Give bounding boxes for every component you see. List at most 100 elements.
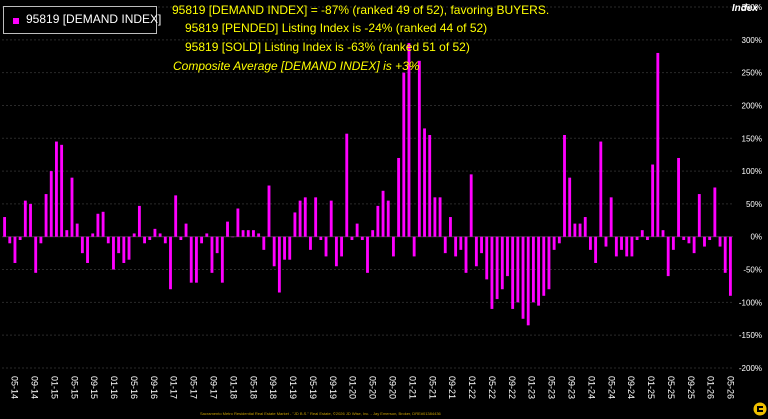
x-tick-label: 09-14 <box>30 376 40 399</box>
bar <box>334 236 338 267</box>
bar <box>620 236 623 250</box>
x-tick-label: 01-22 <box>467 376 477 399</box>
bar <box>112 236 115 270</box>
bar <box>713 187 717 237</box>
bar <box>687 236 691 244</box>
bar <box>438 197 442 237</box>
bar <box>13 236 17 263</box>
x-tick-label: 01-24 <box>586 376 596 399</box>
y-tick-label: 50% <box>746 200 762 209</box>
x-tick-label: 05-19 <box>308 376 318 399</box>
bar <box>205 233 209 237</box>
x-tick-label: 05-15 <box>69 376 79 399</box>
x-tick-label: 09-21 <box>447 376 457 399</box>
bar <box>480 236 483 254</box>
bar <box>511 236 515 309</box>
bar <box>412 236 416 257</box>
x-tick-label: 09-18 <box>268 376 278 399</box>
bar <box>495 236 499 300</box>
y-tick-label: 150% <box>742 134 762 143</box>
bar <box>640 230 644 237</box>
bar <box>215 236 219 254</box>
x-tick-label: 01-20 <box>348 376 358 399</box>
legend-label: 95819 [DEMAND INDEX] <box>26 12 162 26</box>
bar <box>163 236 167 244</box>
annotation-sold-index: 95819 [SOLD] Listing Index is -63% (rank… <box>185 40 470 54</box>
bar <box>366 236 369 273</box>
x-tick-label: 09-19 <box>328 376 338 399</box>
annotation-demand-index: 95819 [DEMAND INDEX] = -87% (ranked 49 o… <box>172 3 550 17</box>
bar <box>469 174 473 237</box>
bar <box>454 236 458 257</box>
bar <box>630 236 634 257</box>
x-tick-label: 09-25 <box>686 376 696 399</box>
bar <box>625 236 629 257</box>
legend: 95819 [DEMAND INDEX] <box>3 6 161 34</box>
bar <box>692 236 696 254</box>
bar <box>728 236 732 296</box>
y-tick-label: 250% <box>742 69 762 78</box>
x-tick-label: 01-25 <box>646 376 656 399</box>
bar <box>96 213 100 237</box>
y-tick-label: -200% <box>739 364 762 373</box>
bar <box>350 236 354 241</box>
x-tick-labels: 05-14 09-14 01-15 05-15 09-15 01-16 05-16 09-16… <box>10 376 736 399</box>
bar <box>101 211 105 237</box>
x-tick-label: 05-21 <box>427 376 437 399</box>
bar <box>433 197 437 237</box>
bar <box>521 236 525 319</box>
bar <box>194 236 198 283</box>
x-tick-label: 09-22 <box>507 376 517 399</box>
bar <box>241 230 245 237</box>
bar <box>609 197 613 237</box>
bar <box>153 228 157 237</box>
bar <box>23 200 27 237</box>
bar <box>449 217 452 237</box>
bar <box>246 230 250 237</box>
bar <box>226 221 229 237</box>
bar <box>298 200 302 237</box>
y-tick-label: 300% <box>742 36 762 45</box>
bar <box>179 236 183 241</box>
x-tick-label: 05-24 <box>606 376 616 399</box>
bar <box>29 203 32 237</box>
bar <box>552 236 556 250</box>
bar <box>568 177 572 237</box>
bar <box>220 236 224 283</box>
bar <box>272 236 276 267</box>
bar <box>537 236 541 306</box>
bar <box>614 236 618 257</box>
bar <box>309 236 312 250</box>
x-tick-label: 05-18 <box>248 376 258 399</box>
x-tick-label: 05-23 <box>547 376 557 399</box>
bar <box>723 236 727 273</box>
x-tick-label: 09-16 <box>149 376 159 399</box>
bar <box>169 236 172 290</box>
bar <box>583 217 587 237</box>
bar <box>319 236 323 241</box>
bar <box>257 233 261 237</box>
bar <box>329 200 333 237</box>
bar <box>646 236 649 241</box>
x-tick-label: 01-17 <box>169 376 179 399</box>
y-tick-labels: 350% 300% 250% 200% 150% 100% 50% 0% -50% -100% -1… <box>739 3 762 373</box>
bar <box>547 236 551 290</box>
bar <box>391 236 395 257</box>
bar <box>573 223 577 237</box>
annotation-pended-index: 95819 [PENDED] Listing Index is -24% (ra… <box>185 21 488 35</box>
bar <box>127 236 131 260</box>
bar <box>148 236 152 241</box>
bar <box>589 236 592 250</box>
bar <box>122 236 126 263</box>
bar <box>8 236 12 244</box>
bar <box>355 223 359 237</box>
bar <box>656 52 660 237</box>
bar <box>500 236 504 290</box>
y-axis-title: Index <box>731 3 758 14</box>
bar <box>137 205 141 237</box>
bar <box>428 134 432 237</box>
bar <box>91 233 95 237</box>
bar <box>594 236 598 263</box>
x-tick-label: 01-19 <box>288 376 298 399</box>
